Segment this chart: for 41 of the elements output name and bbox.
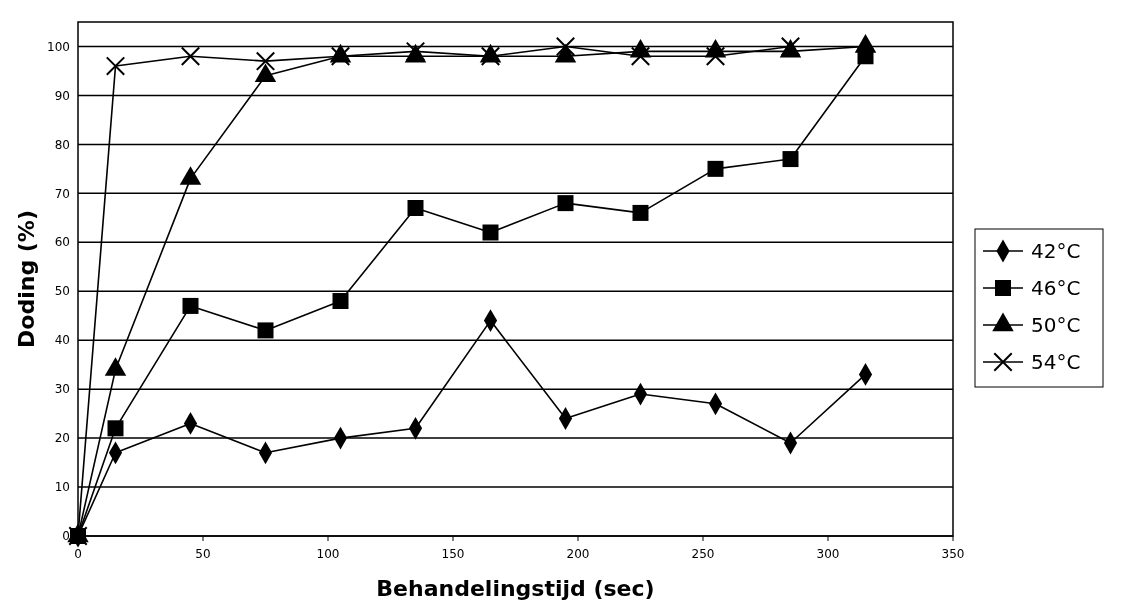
point	[707, 160, 724, 177]
y-tick-label: 10	[54, 480, 70, 495]
x-tick-label: 100	[316, 547, 340, 561]
y-tick-label: 70	[54, 186, 70, 201]
x-tick-label: 150	[441, 547, 465, 561]
legend-label: 54°C	[1031, 350, 1081, 374]
x-tick-label: 200	[566, 547, 590, 561]
point	[782, 151, 799, 168]
point	[482, 224, 499, 241]
point	[632, 204, 649, 221]
point	[182, 297, 199, 314]
y-tick-label: 90	[54, 88, 70, 103]
legend-label: 42°C	[1031, 239, 1081, 263]
point	[557, 195, 574, 212]
y-tick-label: 40	[54, 333, 70, 348]
y-tick-label: 30	[54, 382, 70, 397]
point	[105, 56, 126, 76]
legend-label: 46°C	[1031, 276, 1081, 300]
point	[705, 46, 726, 66]
y-tick-label: 0	[62, 529, 70, 544]
y-tick-label: 50	[54, 284, 70, 299]
y-axis-title: Doding (%)	[14, 210, 39, 348]
point	[180, 46, 201, 66]
y-tick-label: 60	[54, 235, 70, 250]
x-tick-label: 300	[816, 547, 840, 561]
x-axis-title: Behandelingstijd (sec)	[376, 576, 655, 601]
y-tick-label: 20	[54, 431, 70, 446]
point	[630, 46, 651, 66]
point	[555, 36, 576, 57]
point	[257, 322, 274, 339]
point	[407, 200, 424, 217]
legend-label: 50°C	[1031, 313, 1081, 337]
x-tick-label: 350	[941, 547, 965, 561]
x-tick-label: 50	[195, 547, 211, 561]
x-tick-label: 250	[691, 547, 715, 561]
y-tick-label: 100	[47, 39, 70, 54]
point	[332, 293, 349, 310]
x-tick-label: 0	[74, 547, 82, 561]
y-tick-label: 80	[54, 137, 70, 152]
point	[107, 420, 124, 437]
point	[255, 51, 276, 71]
